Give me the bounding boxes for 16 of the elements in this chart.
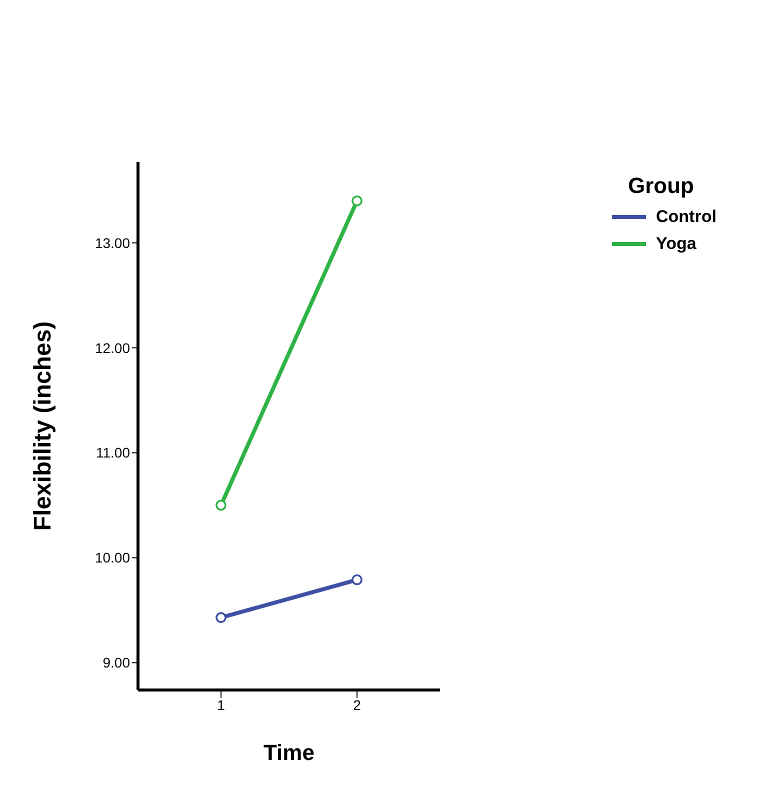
legend-label: Control [656,206,716,226]
y-tick-label: 9.00 [102,654,130,671]
y-tick-label: 11.00 [96,444,130,461]
x-tick-label: 2 [353,696,362,713]
y-tick-label: 13.00 [94,234,130,251]
y-tick-label: 12.00 [94,340,130,356]
y-tick-label: 10.00 [94,550,130,566]
point [352,195,362,206]
x-tick-label: 1 [217,696,226,713]
y-axis-title: Flexibility (inches) [30,321,57,531]
legend-label: Yoga [656,234,696,254]
point [352,574,362,586]
legend-title: Group [628,173,695,199]
point [216,612,226,623]
point [216,500,226,511]
x-axis-title: Time [264,740,314,765]
